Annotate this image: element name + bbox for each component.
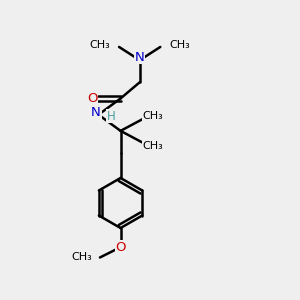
Text: H: H (107, 110, 116, 123)
Text: CH₃: CH₃ (142, 141, 163, 151)
Text: O: O (87, 92, 98, 105)
Text: O: O (115, 241, 126, 254)
Text: CH₃: CH₃ (72, 253, 93, 262)
Text: CH₃: CH₃ (142, 111, 163, 121)
Text: N: N (91, 106, 101, 119)
Text: N: N (135, 51, 145, 64)
Text: CH₃: CH₃ (89, 40, 110, 50)
Text: CH₃: CH₃ (169, 40, 190, 50)
